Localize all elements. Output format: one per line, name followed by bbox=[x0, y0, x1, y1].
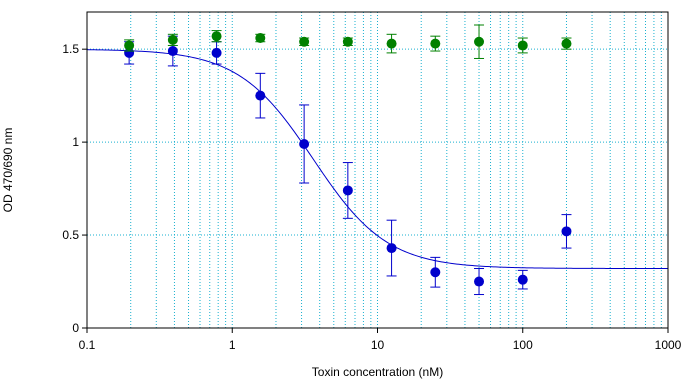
axis-ticks: 0.1 1 10 100 1000 0 0.5 1 1.5 bbox=[62, 42, 681, 352]
data-point bbox=[430, 38, 441, 49]
fit-curve bbox=[86, 49, 668, 269]
y-tick-label: 0.5 bbox=[62, 228, 79, 242]
data-point bbox=[124, 40, 135, 51]
data-point bbox=[211, 31, 222, 42]
x-axis-title: Toxin concentration (nM) bbox=[312, 365, 443, 379]
plot-frame bbox=[86, 11, 669, 329]
data-point bbox=[474, 276, 485, 287]
x-tick-label: 100 bbox=[513, 338, 533, 352]
data-point bbox=[342, 185, 353, 196]
data-points bbox=[124, 24, 572, 296]
data-point bbox=[124, 47, 135, 58]
data-point bbox=[386, 243, 397, 254]
data-point bbox=[474, 36, 485, 47]
series-1 bbox=[124, 24, 572, 59]
y-tick-label: 1.5 bbox=[62, 42, 79, 56]
y-tick-label: 0 bbox=[72, 321, 79, 335]
data-point bbox=[255, 90, 266, 101]
y-tick-label: 1 bbox=[72, 135, 79, 149]
x-tick-label: 0.1 bbox=[79, 338, 96, 352]
data-point bbox=[561, 38, 572, 49]
data-point bbox=[167, 46, 178, 57]
data-point bbox=[517, 40, 528, 51]
data-point bbox=[342, 36, 353, 47]
data-point bbox=[561, 226, 572, 237]
x-tick-label: 1000 bbox=[655, 338, 682, 352]
series-0 bbox=[124, 35, 572, 296]
data-point bbox=[386, 38, 397, 49]
x-tick-label: 10 bbox=[371, 338, 385, 352]
data-point bbox=[517, 274, 528, 285]
fit-curve-layer bbox=[86, 49, 668, 269]
grid-lines bbox=[87, 12, 668, 328]
data-point bbox=[299, 138, 310, 149]
y-axis-title: OD 470/690 nm bbox=[1, 128, 15, 213]
data-point bbox=[211, 47, 222, 58]
x-tick-label: 1 bbox=[229, 338, 236, 352]
data-point bbox=[255, 33, 266, 44]
data-point bbox=[167, 34, 178, 45]
data-point bbox=[430, 267, 441, 278]
data-point bbox=[299, 36, 310, 47]
